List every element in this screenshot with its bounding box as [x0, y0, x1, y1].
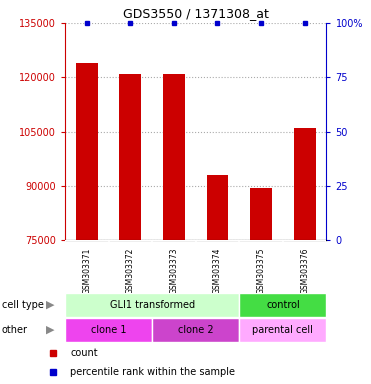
- Bar: [294, 128, 316, 240]
- Text: percentile rank within the sample: percentile rank within the sample: [70, 367, 235, 377]
- Bar: [76, 63, 98, 240]
- Text: control: control: [266, 300, 300, 310]
- Text: GSM303376: GSM303376: [300, 248, 309, 294]
- Bar: [239, 293, 326, 317]
- Bar: [65, 293, 239, 317]
- Text: GSM303375: GSM303375: [257, 248, 266, 294]
- Bar: [163, 74, 185, 240]
- Bar: [207, 175, 229, 240]
- Text: ▶: ▶: [46, 325, 55, 335]
- Text: GSM303372: GSM303372: [126, 248, 135, 294]
- Bar: [119, 74, 141, 240]
- Text: GLI1 transformed: GLI1 transformed: [109, 300, 195, 310]
- Bar: [152, 318, 239, 342]
- Text: GSM303371: GSM303371: [82, 248, 91, 294]
- Bar: [250, 187, 272, 240]
- Text: GSM303374: GSM303374: [213, 248, 222, 294]
- Bar: [65, 318, 152, 342]
- Text: clone 1: clone 1: [91, 325, 126, 335]
- Text: clone 2: clone 2: [178, 325, 214, 335]
- Text: cell type: cell type: [2, 300, 44, 310]
- Title: GDS3550 / 1371308_at: GDS3550 / 1371308_at: [123, 7, 269, 20]
- Text: count: count: [70, 348, 98, 358]
- Text: GSM303373: GSM303373: [170, 248, 178, 294]
- Text: other: other: [2, 325, 28, 335]
- Text: parental cell: parental cell: [252, 325, 313, 335]
- Text: ▶: ▶: [46, 300, 55, 310]
- Bar: [239, 318, 326, 342]
